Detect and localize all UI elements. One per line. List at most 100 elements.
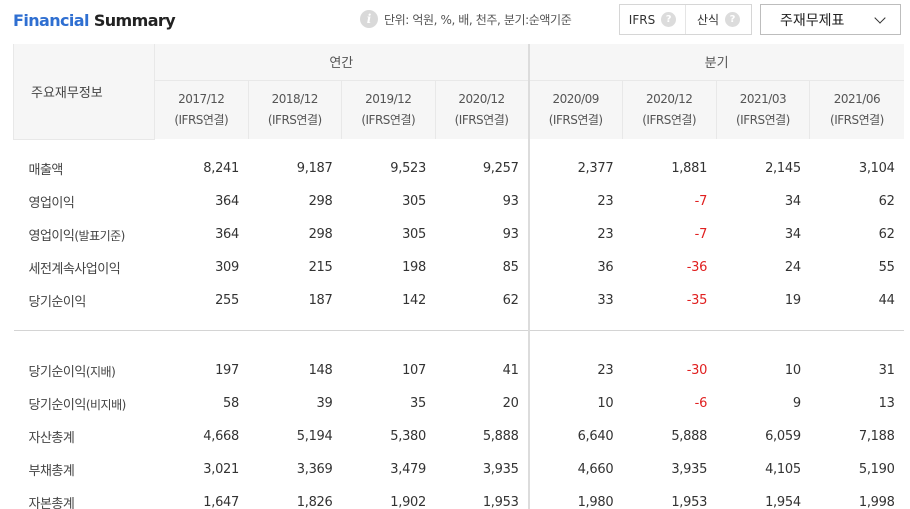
table-cell: 23 <box>597 194 614 209</box>
period-header: 2020/12 (IFRS연결) <box>621 80 717 139</box>
table-row: 당기순이익(비지배) 58 39 35 20 10 -6 9 13 <box>14 386 904 420</box>
row-label-main: 영업이익 <box>28 229 75 244</box>
table-cell: 1,953 <box>435 485 530 509</box>
table-cell: -6 <box>694 395 708 411</box>
table-cell: 364 <box>215 194 239 209</box>
title-financial: Financial <box>13 11 89 30</box>
table-cell: 44 <box>878 293 895 308</box>
table-cell: 1,998 <box>858 494 895 509</box>
period-date: 2019/12 <box>365 91 412 106</box>
table-cell: 6,640 <box>577 428 614 444</box>
row-label-main: 세전계속사업이익 <box>28 262 121 277</box>
table-cell: 6,059 <box>765 428 801 444</box>
table-cell: 10 <box>784 362 801 378</box>
row-label-main: 자본총계 <box>28 496 75 509</box>
table-cell: 148 <box>308 362 333 378</box>
period-basis: (IFRS연결) <box>642 112 697 127</box>
table-cell: 5,190 <box>858 461 895 477</box>
table-cell: 2,377 <box>577 161 614 176</box>
row-label-sub: (지배) <box>85 364 116 379</box>
period-basis: (IFRS연결) <box>174 112 229 127</box>
table-cell: 41 <box>435 353 530 387</box>
ifrs-toggle-button[interactable]: IFRS ? <box>620 5 685 34</box>
row-label: 자본총계 <box>14 486 155 509</box>
help-icon[interactable]: ? <box>725 12 741 27</box>
period-header: 2017/12 (IFRS연결) <box>154 80 248 139</box>
info-icon[interactable]: i <box>360 10 378 28</box>
table-cell: 36 <box>597 260 614 275</box>
table-cell: 93 <box>435 185 530 218</box>
table-cell: -36 <box>686 260 708 275</box>
table-cell: 3,104 <box>858 161 895 176</box>
section-title: Financial Summary <box>13 11 176 30</box>
row-spacer <box>14 139 904 152</box>
row-spacer <box>14 330 904 354</box>
table-cell: 198 <box>402 260 426 275</box>
table-cell: 3,935 <box>435 452 530 486</box>
table-cell: 305 <box>402 227 426 242</box>
row-label: 영업이익(발표기준) <box>14 218 155 251</box>
period-header: 2021/06 (IFRS연결) <box>809 80 904 139</box>
table-cell: 187 <box>308 293 333 308</box>
table-cell: 62 <box>878 194 895 209</box>
period-header: 2020/12 (IFRS연결) <box>434 80 530 139</box>
period-date: 2021/06 <box>833 91 881 106</box>
basis-toggle: IFRS ? 산식 ? <box>619 4 752 35</box>
table-cell: 85 <box>435 251 530 284</box>
table-cell: 5,888 <box>671 428 708 444</box>
table-cell: 1,902 <box>390 494 426 509</box>
table-row: 매출액 8,241 9,187 9,523 9,257 2,377 1,881 2,145 3,… <box>14 152 904 185</box>
table-row: 영업이익(발표기준) 364 298 305 93 23 -7 34 62 <box>14 218 904 251</box>
period-basis: (IFRS연결) <box>548 112 603 127</box>
table-row: 자산총계 4,668 5,194 5,380 5,888 6,640 5,888 6,059 7… <box>14 419 904 453</box>
table-cell: 5,194 <box>296 428 333 444</box>
table-cell: 3,369 <box>296 461 333 477</box>
financial-table: 주요재무정보 연간 분기 2017/12 (IFRS연결) 2018/12 (IFRS… <box>13 44 904 509</box>
table-cell: 58 <box>223 395 239 411</box>
row-label: 영업이익 <box>14 185 155 218</box>
dropdown-value: 주재무제표 <box>780 12 845 29</box>
table-row: 자본총계 1,647 1,826 1,902 1,953 1,980 1,953 1,954 1… <box>14 485 904 509</box>
table-cell: 3,479 <box>390 461 426 477</box>
table-cell: 39 <box>316 395 333 411</box>
period-header: 2019/12 (IFRS연결) <box>341 80 435 139</box>
table-cell: 305 <box>402 194 426 209</box>
table-cell: 197 <box>215 362 239 378</box>
table-cell: 2,145 <box>765 161 801 176</box>
quarter-group-header: 분기 <box>528 44 904 81</box>
table-cell: 107 <box>402 362 426 378</box>
table-cell: 4,105 <box>765 461 801 477</box>
table-cell: 31 <box>878 362 895 378</box>
table-row: 영업이익 364 298 305 93 23 -7 34 62 <box>14 185 904 218</box>
table-cell: -30 <box>686 362 708 378</box>
table-row: 당기순이익 255 187 142 62 33 -35 19 44 <box>14 284 904 317</box>
period-header: 2020/09 (IFRS연결) <box>528 80 623 139</box>
table-row: 부채총계 3,021 3,369 3,479 3,935 4,660 3,935 4,105 5… <box>14 452 904 486</box>
row-label: 당기순이익(지배) <box>14 354 155 387</box>
table-cell: 55 <box>878 260 895 275</box>
table-cell: 215 <box>308 260 333 275</box>
help-icon[interactable]: ? <box>661 12 677 27</box>
formula-label: 산식 <box>696 13 720 27</box>
table-row: 당기순이익(지배) 197 148 107 41 23 -30 10 31 <box>14 353 904 387</box>
table-cell: 1,881 <box>671 161 708 176</box>
table-cell: 19 <box>784 293 801 308</box>
table-cell: 9,187 <box>296 161 333 176</box>
table-cell: 255 <box>215 293 239 308</box>
table-cell: -7 <box>694 227 708 242</box>
table-cell: 23 <box>597 362 614 378</box>
title-summary: Summary <box>93 11 176 30</box>
table-cell: 1,954 <box>765 494 801 509</box>
table-cell: 20 <box>435 386 530 420</box>
period-header: 2021/03 (IFRS연결) <box>715 80 810 139</box>
table-cell: 10 <box>597 395 614 411</box>
table-cell: 93 <box>435 218 530 251</box>
row-label-sub: (발표기준) <box>74 229 125 243</box>
row-label-sub: (비지배) <box>85 397 126 412</box>
table-cell: 9 <box>792 395 801 411</box>
row-label-main: 당기순이익 <box>28 364 87 380</box>
table-cell: 33 <box>597 293 614 308</box>
formula-toggle-button[interactable]: 산식 ? <box>685 5 751 34</box>
statement-type-dropdown[interactable]: 주재무제표 <box>760 4 901 35</box>
summary-header: Financial Summary i 단위: 억원, %, 배, 천주, 분기:… <box>0 0 910 42</box>
